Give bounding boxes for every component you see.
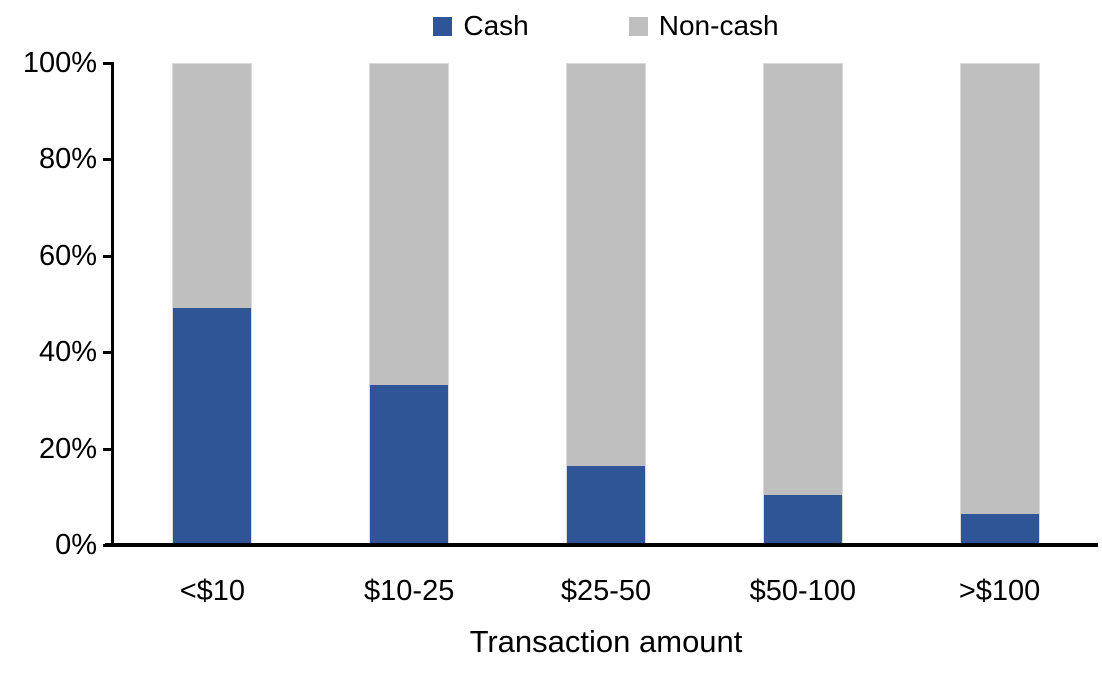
y-tick-label: 40%: [38, 336, 97, 369]
stacked-bar: [565, 63, 646, 543]
legend-swatch-icon: [433, 16, 453, 36]
bar-segment-cash: [763, 495, 842, 543]
legend-label: Non-cash: [658, 10, 779, 41]
legend-item-cash: Cash: [433, 10, 529, 41]
y-tick-label: 100%: [22, 47, 97, 79]
bar-segment-non-cash: [566, 64, 645, 467]
y-axis-line: [111, 62, 114, 545]
y-tick-label: 0%: [55, 529, 97, 561]
bar-segment-non-cash: [173, 64, 252, 309]
bar-column: [901, 63, 1098, 543]
bar-segment-non-cash: [370, 64, 449, 385]
legend-item-non-cash: Non-cash: [628, 10, 779, 41]
legend-swatch-icon: [628, 16, 648, 36]
bar-segment-cash: [370, 384, 449, 543]
bar-segment-cash: [173, 308, 252, 543]
bar-segment-cash: [960, 514, 1039, 543]
bar-column: [508, 63, 705, 543]
y-tick-mark: [103, 447, 113, 451]
y-tick-mark: [103, 62, 113, 65]
stacked-bar: [762, 63, 843, 543]
legend: Cash Non-cash: [114, 12, 1098, 40]
x-tick-label: <$10: [179, 575, 246, 607]
x-tick-label: $25-50: [560, 575, 652, 607]
x-tick-label: $50-100: [749, 575, 856, 607]
bar-segment-cash: [566, 466, 645, 543]
y-tick-label: 20%: [38, 432, 97, 465]
x-tick-label: >$100: [958, 575, 1041, 607]
bar-column: [704, 63, 901, 543]
bar-column: [311, 63, 508, 543]
plot-area: [114, 63, 1098, 543]
stacked-bar: [959, 63, 1040, 543]
y-tick-label: 60%: [38, 239, 97, 272]
stacked-bar: [172, 63, 253, 543]
bar-segment-non-cash: [960, 64, 1039, 515]
y-tick-mark: [103, 351, 113, 355]
y-tick-label: 80%: [38, 143, 97, 176]
x-axis-title: Transaction amount: [469, 624, 743, 659]
legend-label: Cash: [463, 10, 529, 41]
x-tick-label: $10-25: [364, 575, 455, 607]
stacked-bar: [369, 63, 450, 543]
x-axis-line: [105, 543, 1098, 547]
bar-column: [114, 63, 311, 543]
y-tick-mark: [103, 158, 113, 162]
bar-segment-non-cash: [763, 64, 842, 496]
x-axis-labels: <$10 $10-25 $25-50 $50-100 >$100: [114, 576, 1098, 606]
y-tick-mark: [103, 254, 113, 258]
